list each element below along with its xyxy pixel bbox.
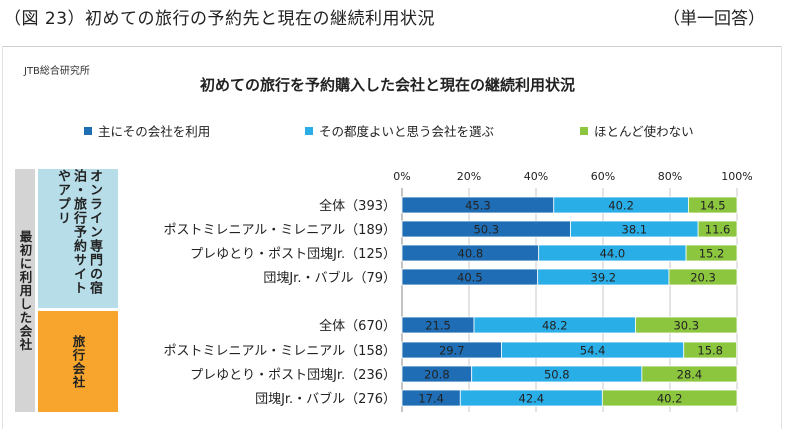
data-label: 38.1	[622, 223, 648, 237]
chart-title: 初めての旅行を予約購入した会社と現在の継続利用状況	[200, 76, 576, 94]
legend-swatch	[580, 126, 588, 135]
legend-label: その都度よいと思う会社を選ぶ	[319, 124, 495, 139]
data-label: 42.4	[519, 392, 545, 406]
legend-swatch	[84, 126, 92, 135]
data-label: 40.8	[458, 247, 484, 261]
data-label: 15.8	[697, 344, 723, 358]
bar-segment	[641, 365, 738, 383]
data-label: 21.5	[425, 319, 451, 333]
data-label: 14.5	[700, 199, 726, 213]
bar-segment	[685, 244, 738, 262]
category-label: ポストミレニアル・ミレニアル（158）	[163, 344, 396, 359]
row-group-label-first-company: 最初に利用した会社	[15, 169, 35, 412]
bar-segment	[688, 196, 738, 214]
x-tick-label: 0%	[393, 170, 410, 183]
bar-segment	[697, 220, 738, 238]
figure-title: （図 23）初めての旅行の予約先と現在の継続利用状況	[4, 9, 436, 29]
chart-frame	[2, 46, 782, 429]
legend-label: 主にその会社を利用	[98, 124, 211, 139]
category-label: 全体（393）	[319, 198, 396, 214]
data-label: 29.7	[439, 344, 465, 358]
bar-segment	[668, 268, 738, 286]
data-label: 39.2	[591, 271, 617, 285]
x-tick-label: 100%	[721, 170, 752, 183]
category-label: 全体（670）	[319, 318, 396, 334]
x-tick-label: 80%	[658, 170, 682, 183]
category-label: 団塊Jr.・バブル（79）	[263, 270, 396, 286]
category-label: プレゆとり・ポスト団塊Jr.（125）	[190, 246, 396, 262]
data-label: 48.2	[542, 319, 568, 333]
data-label: 20.3	[690, 271, 716, 285]
legend-item-rarely-use: ほとんど使わない	[580, 121, 694, 140]
group-label-online: オンライン専門の宿泊・旅行予約サイトやアプリ	[38, 169, 118, 308]
bar-segment	[683, 341, 738, 359]
x-tick-label: 60%	[591, 170, 615, 183]
data-label: 17.4	[418, 392, 444, 406]
data-label: 11.6	[705, 223, 731, 237]
data-label: 54.4	[580, 344, 606, 358]
data-label: 15.2	[699, 247, 725, 261]
data-label: 40.5	[457, 271, 483, 285]
bar-segment	[601, 389, 738, 407]
legend-item-choose-each-time: その都度よいと思う会社を選ぶ	[305, 121, 494, 140]
data-label: 50.3	[473, 223, 499, 237]
data-label: 45.3	[465, 199, 491, 213]
group-label-travel-agency: 旅行会社	[38, 311, 118, 412]
data-label: 40.2	[608, 199, 634, 213]
bar-segment	[635, 316, 738, 334]
x-tick-label: 20%	[457, 170, 481, 183]
data-label: 44.0	[600, 247, 626, 261]
category-label: ポストミレニアル・ミレニアル（189）	[163, 223, 396, 238]
legend-label: ほとんど使わない	[594, 124, 694, 139]
data-label: 30.3	[673, 319, 699, 333]
legend-swatch	[305, 126, 313, 135]
source-label: JTB総合研究所	[24, 66, 90, 77]
data-label: 20.8	[424, 368, 450, 382]
data-label: 28.4	[677, 368, 703, 382]
category-label: 団塊Jr.・バブル（276）	[255, 391, 396, 407]
data-label: 50.8	[544, 368, 570, 382]
data-label: 40.2	[657, 392, 683, 406]
x-tick-label: 40%	[524, 170, 548, 183]
answer-type-note: （単一回答）	[663, 9, 765, 29]
category-label: プレゆとり・ポスト団塊Jr.（236）	[190, 367, 396, 383]
legend-item-mainly-use: 主にその会社を利用	[84, 121, 210, 140]
